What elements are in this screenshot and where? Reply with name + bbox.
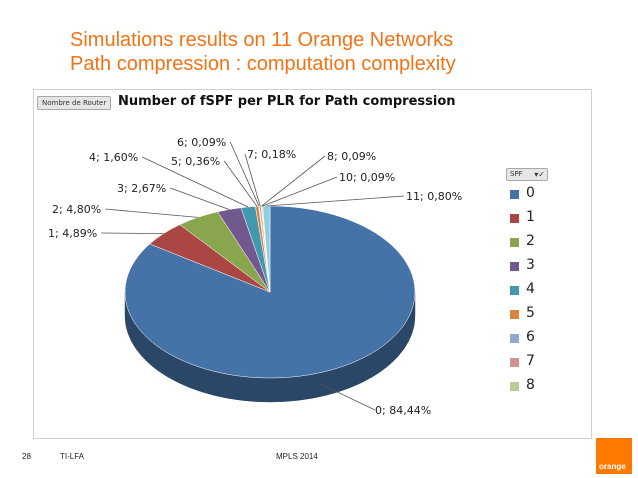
- legend-item-7: 7: [506, 353, 586, 378]
- filter-dropdown-icon: ▾✓: [534, 170, 545, 179]
- slide-title-line-2: Path compression : computation complexit…: [70, 53, 456, 75]
- data-label-6: 6; 0,09%: [177, 136, 226, 149]
- legend-swatch: [510, 190, 519, 199]
- legend-label: 2: [526, 233, 535, 249]
- page-number: 28: [22, 452, 31, 461]
- legend-item-1: 1: [506, 209, 586, 234]
- legend-item-5: 5: [506, 305, 586, 330]
- leader-line-6: [229, 141, 260, 207]
- legend-swatch: [510, 334, 519, 343]
- legend-label: 5: [526, 305, 535, 321]
- slide-title-line-1: Simulations results on 11 Orange Network…: [70, 29, 454, 51]
- data-label-4: 4; 1,60%: [89, 151, 138, 164]
- data-label-11: 11; 0,80%: [406, 190, 462, 203]
- legend-filter-button[interactable]: SPF ▾✓: [506, 168, 548, 181]
- legend-item-4: 4: [506, 281, 586, 306]
- legend-swatch: [510, 262, 519, 271]
- leader-line-10: [262, 176, 338, 207]
- legend-label: 0: [526, 185, 535, 201]
- data-label-2: 2; 4,80%: [52, 203, 101, 216]
- orange-logo: orange: [596, 438, 632, 474]
- legend-swatch: [510, 214, 519, 223]
- data-label-7: 7; 0,18%: [247, 148, 296, 161]
- pie-data-labels: 0; 84,44% 1; 4,89% 2; 4,80% 3; 2,67% 4; 1,60…: [48, 136, 462, 417]
- footer-left-text: TI-LFA: [60, 452, 85, 461]
- legend-label: 3: [526, 257, 535, 273]
- data-label-8: 8; 0,09%: [327, 150, 376, 163]
- legend-label: 1: [526, 209, 535, 225]
- leader-line-2: [105, 208, 198, 218]
- legend-item-0: 0: [506, 185, 586, 210]
- legend-swatch: [510, 358, 519, 367]
- leader-line-0: [318, 382, 376, 411]
- legend-label: 8: [526, 377, 535, 393]
- pie-slices: [124, 205, 416, 379]
- leader-line-1: [101, 232, 164, 235]
- legend-item-3: 3: [506, 257, 586, 282]
- legend-filter-label: SPF: [510, 170, 523, 178]
- logo-text: orange: [599, 462, 626, 471]
- leader-line-4: [142, 156, 249, 208]
- leader-line-11: [266, 195, 405, 207]
- legend-swatch: [510, 238, 519, 247]
- legend-swatch: [510, 382, 519, 391]
- legend-label: 7: [526, 353, 535, 369]
- legend-item-2: 2: [506, 233, 586, 258]
- data-label-3: 3; 2,67%: [117, 182, 166, 195]
- legend-label: 4: [526, 281, 535, 297]
- data-label-1: 1; 4,89%: [48, 227, 97, 240]
- data-label-0: 0; 84,44%: [375, 404, 431, 417]
- leader-line-7: [244, 153, 261, 207]
- legend-item-6: 6: [506, 329, 586, 354]
- filter-field-button[interactable]: Nombre de Router: [37, 96, 112, 110]
- leader-line-8: [261, 155, 326, 207]
- legend-label: 6: [526, 329, 535, 345]
- leader-line-3: [170, 187, 230, 210]
- legend-swatch: [510, 310, 519, 319]
- data-label-10: 10; 0,09%: [339, 171, 395, 184]
- slide-title: Simulations results on 11 Orange Network…: [70, 28, 590, 76]
- data-label-5: 5; 0,36%: [171, 155, 220, 168]
- legend-item-8: 8: [506, 377, 586, 402]
- footer-center-text: MPLS 2014: [276, 452, 318, 461]
- legend-swatch: [510, 286, 519, 295]
- chart-legend: 0 1 2 3 4 5 6 7 8: [506, 185, 586, 402]
- chart-title: Number of fSPF per PLR for Path compress…: [118, 94, 456, 109]
- leader-line-5: [223, 160, 258, 207]
